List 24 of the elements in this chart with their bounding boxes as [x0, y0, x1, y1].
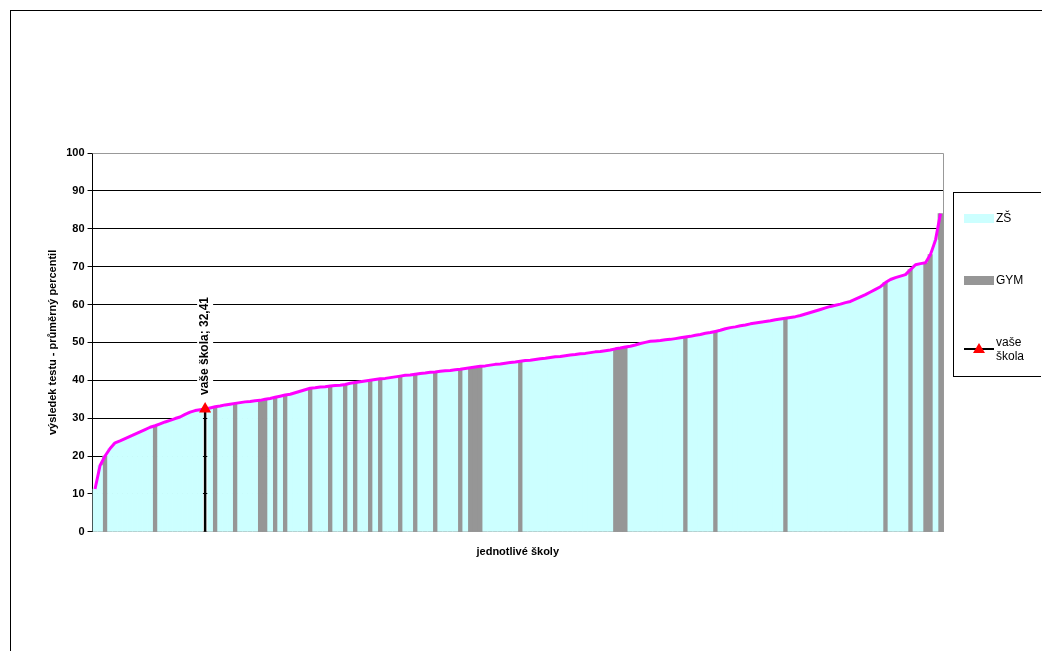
y-tick-label: 100	[66, 146, 85, 159]
legend-label: vaše škola	[996, 335, 1025, 363]
y-tick-label: 20	[72, 449, 85, 462]
y-tick-label: 40	[72, 373, 85, 386]
legend-label: GYM	[996, 273, 1025, 287]
y-tick-label: 30	[72, 411, 85, 424]
bar	[207, 407, 213, 532]
bar	[347, 382, 354, 532]
y-tick-label: 80	[72, 221, 85, 234]
data-label: vaše škola; 32,41	[197, 296, 212, 396]
y-tick-label: 0	[78, 524, 85, 537]
y-tick-label: 70	[72, 259, 85, 272]
bar	[372, 379, 379, 532]
y-tick-label: 10	[72, 486, 85, 499]
bar	[617, 347, 624, 532]
bar	[462, 368, 469, 532]
y-tick-label: 90	[72, 183, 85, 196]
bar	[267, 398, 273, 532]
y-tick-label: 60	[72, 297, 85, 310]
legend-label: ZŠ	[996, 211, 1013, 225]
y-tick-label: 50	[72, 335, 85, 348]
x-axis-title: jednotlivé školy	[475, 545, 560, 558]
bar	[277, 395, 283, 532]
y-axis-title: výsledek testu - průměrný percentil	[45, 249, 58, 436]
